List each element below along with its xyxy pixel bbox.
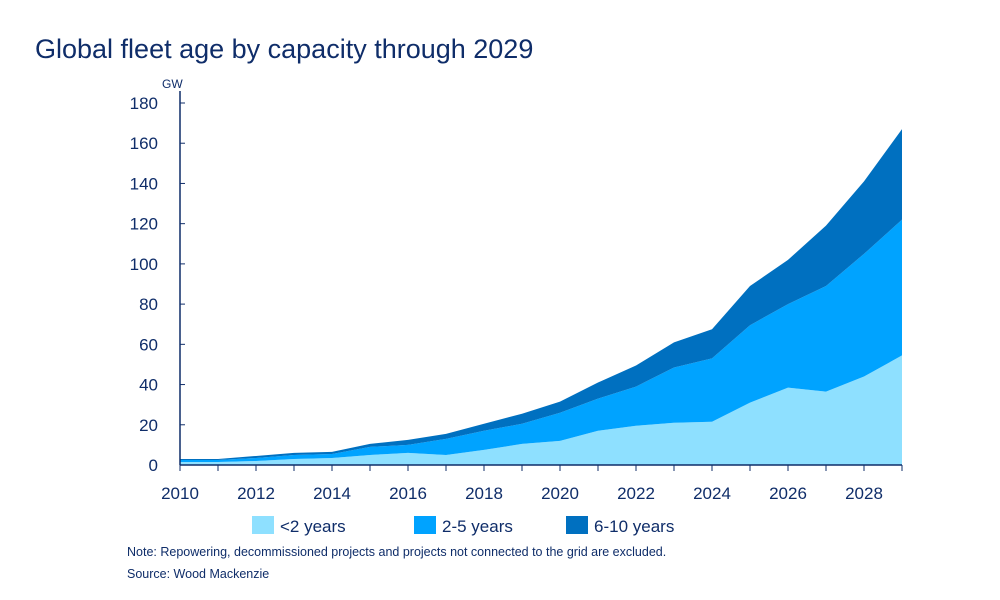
legend-label: 6-10 years (594, 517, 674, 536)
x-tick-label: 2022 (617, 484, 655, 503)
legend-swatch (252, 516, 274, 534)
x-tick-label: 2018 (465, 484, 503, 503)
y-tick-label: 140 (130, 174, 158, 193)
y-tick-label: 0 (149, 456, 158, 475)
chart-title: Global fleet age by capacity through 202… (35, 34, 534, 64)
area-series-1 (180, 219, 902, 462)
x-tick-label: 2028 (845, 484, 883, 503)
x-tick-label: 2014 (313, 484, 351, 503)
x-tick-label: 2016 (389, 484, 427, 503)
x-tick-label: 2024 (693, 484, 731, 503)
x-tick-label: 2012 (237, 484, 275, 503)
y-tick-label: 160 (130, 134, 158, 153)
y-axis-label: GW (162, 77, 183, 91)
y-tick-label: 20 (139, 416, 158, 435)
legend-swatch (566, 516, 588, 534)
legend-swatch (414, 516, 436, 534)
y-tick-label: 40 (139, 376, 158, 395)
chart-source: Source: Wood Mackenzie (127, 567, 270, 581)
x-tick-label: 2026 (769, 484, 807, 503)
y-tick-label: 60 (139, 335, 158, 354)
area-series-2 (180, 129, 902, 460)
legend-label: 2-5 years (442, 517, 513, 536)
area-series-0 (180, 355, 902, 465)
legend-label: <2 years (280, 517, 346, 536)
y-tick-label: 80 (139, 295, 158, 314)
y-tick-label: 120 (130, 215, 158, 234)
x-tick-label: 2020 (541, 484, 579, 503)
chart-note: Note: Repowering, decommissioned project… (127, 545, 667, 559)
x-tick-label: 2010 (161, 484, 199, 503)
y-tick-label: 100 (130, 255, 158, 274)
y-tick-label: 180 (130, 94, 158, 113)
